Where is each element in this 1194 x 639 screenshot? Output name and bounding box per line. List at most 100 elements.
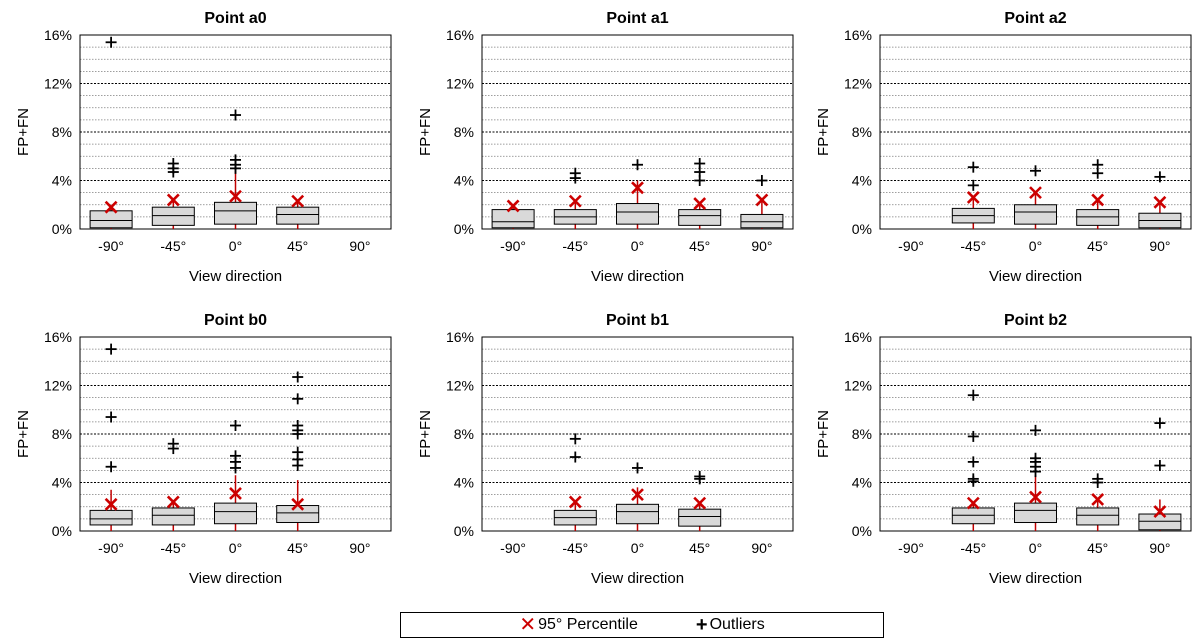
outlier-marker <box>694 158 706 170</box>
y-tick-label: 4% <box>454 173 474 189</box>
box-group <box>276 371 320 531</box>
box-group <box>151 158 195 229</box>
legend: ✕ 95° Percentile + Outliers <box>400 612 884 638</box>
x-tick-label: 45° <box>1087 540 1108 556</box>
x-tick-label: 0° <box>229 540 242 556</box>
outlier-marker <box>967 456 979 468</box>
outlier-marker <box>967 430 979 442</box>
y-tick-label: 8% <box>454 426 474 442</box>
x-tick-label: 0° <box>631 238 644 254</box>
x-tick-label: -90° <box>500 238 526 254</box>
chart-title: Point b0 <box>204 312 267 329</box>
outlier-marker <box>1030 424 1041 436</box>
chart-title: Point b1 <box>606 312 669 329</box>
box <box>491 209 535 229</box>
percentile-marker <box>291 194 305 208</box>
percentile-marker <box>966 191 980 204</box>
box-group <box>1076 473 1120 531</box>
chart-panel: Point a2 0% 4% 8% 12% 16% FP+FN -90° -45° 0° 45° 90… <box>815 10 1192 285</box>
box <box>1014 502 1057 524</box>
x-tick-label: 0° <box>631 540 644 556</box>
y-tick-label: 8% <box>454 124 474 140</box>
x-tick-label: 45° <box>689 238 710 254</box>
box-group <box>678 158 722 229</box>
chart-panel: Point b1 0% 4% 8% 12% 16% FP+FN -90° -45° 0° 45° 90… <box>417 312 794 587</box>
x-axis-label: View direction <box>989 268 1082 285</box>
x-tick-label: -90° <box>500 540 526 556</box>
outlier-marker <box>569 167 581 179</box>
outlier-marker <box>105 461 117 473</box>
percentile-marker-stroke <box>1029 490 1042 504</box>
outlier-marker <box>292 371 304 383</box>
percentile-marker <box>104 497 118 511</box>
x-tick-label: -90° <box>898 540 924 556</box>
percentile-marker <box>1091 493 1105 506</box>
x-tick-label: 90° <box>349 540 370 556</box>
percentile-marker-stroke <box>1153 505 1167 519</box>
percentile-marker <box>966 496 980 510</box>
y-axis-label: FP+FN <box>417 410 434 458</box>
y-axis-label: FP+FN <box>815 410 832 458</box>
x-tick-label: 90° <box>349 238 370 254</box>
x-tick-label: -45° <box>960 540 986 556</box>
outlier-marker <box>694 470 706 482</box>
x-tick-label: -45° <box>160 540 186 556</box>
x-tick-label: 45° <box>1087 238 1108 254</box>
x-tick-label: -90° <box>98 238 124 254</box>
percentile-marker-stroke <box>229 189 242 203</box>
y-tick-label: 12% <box>844 76 872 92</box>
box-group <box>491 199 535 229</box>
box-group <box>1014 424 1057 531</box>
y-tick-label: 16% <box>844 27 872 43</box>
chart-title: Point b2 <box>1004 312 1067 329</box>
box <box>951 507 995 525</box>
box <box>1076 209 1120 226</box>
x-tick-label: 45° <box>287 238 308 254</box>
percentile-marker <box>229 189 242 203</box>
box <box>616 503 659 525</box>
x-tick-label: 45° <box>287 540 308 556</box>
box-group <box>616 462 659 531</box>
percentile-marker-stroke <box>291 194 305 208</box>
box <box>1076 507 1120 526</box>
box <box>678 209 722 226</box>
outlier-marker <box>967 473 979 485</box>
box <box>276 505 320 524</box>
y-axis-label: FP+FN <box>15 410 32 458</box>
x-tick-label: 45° <box>689 540 710 556</box>
x-tick-label: -90° <box>898 238 924 254</box>
y-tick-label: 4% <box>454 475 474 491</box>
y-tick-label: 4% <box>52 475 72 491</box>
outlier-marker <box>632 462 643 474</box>
outlier-marker <box>292 393 304 405</box>
legend-outliers-label: Outliers <box>709 616 765 633</box>
percentile-marker <box>693 197 707 210</box>
percentile-marker <box>229 486 242 500</box>
outlier-marker <box>230 420 241 432</box>
box-group <box>276 194 320 229</box>
outlier-marker <box>967 161 979 173</box>
x-axis-label: View direction <box>189 268 282 285</box>
outlier-marker <box>292 446 304 458</box>
outlier-marker <box>1154 417 1166 429</box>
box <box>616 203 659 225</box>
box-group <box>89 343 133 531</box>
percentile-marker-stroke <box>104 497 118 511</box>
legend-item-outliers: + Outliers <box>696 615 765 635</box>
percentile-marker-stroke <box>229 486 242 500</box>
y-tick-label: 12% <box>44 378 72 394</box>
x-tick-label: -45° <box>562 540 588 556</box>
y-tick-label: 0% <box>454 221 474 237</box>
y-tick-label: 16% <box>446 27 474 43</box>
box <box>1014 204 1057 225</box>
x-tick-label: 90° <box>751 238 772 254</box>
chart-panel: Point a1 0% 4% 8% 12% 16% FP+FN -90° -45° 0° 45° 90… <box>417 10 794 285</box>
y-tick-label: 16% <box>446 329 474 345</box>
x-tick-label: 0° <box>1029 540 1042 556</box>
outlier-marker <box>1154 460 1166 472</box>
x-axis-label: View direction <box>591 268 684 285</box>
x-tick-label: -90° <box>98 540 124 556</box>
percentile-marker-icon: ✕ <box>519 614 537 636</box>
y-tick-label: 12% <box>44 76 72 92</box>
percentile-marker <box>166 193 180 207</box>
